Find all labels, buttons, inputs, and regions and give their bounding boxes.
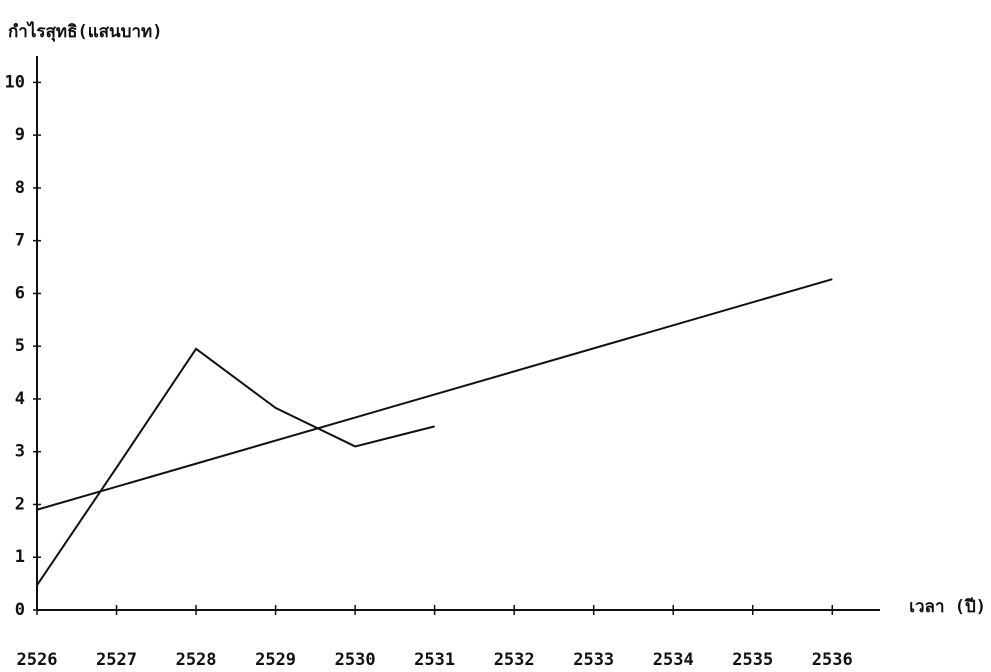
y-tick-label: 7 bbox=[15, 231, 25, 251]
x-tick-label: 2529 bbox=[255, 650, 296, 670]
x-tick-label: 2536 bbox=[812, 650, 853, 670]
x-axis-label: เวลา (ปี) bbox=[909, 596, 986, 617]
series-line bbox=[36, 347, 435, 586]
x-tick-label: 2533 bbox=[573, 650, 614, 670]
y-tick-label: 2 bbox=[15, 494, 25, 514]
y-tick-label: 10 bbox=[5, 72, 25, 92]
x-tick-label: 2528 bbox=[176, 650, 217, 670]
y-tick-label: 4 bbox=[15, 389, 25, 409]
x-tick-label: 2527 bbox=[96, 650, 137, 670]
x-tick-label: 2530 bbox=[335, 650, 376, 670]
x-tick-label: 2534 bbox=[653, 650, 694, 670]
series-line bbox=[36, 278, 833, 511]
y-tick-label: 8 bbox=[15, 178, 25, 198]
y-tick-label: 0 bbox=[15, 600, 25, 620]
x-tick-label: 2531 bbox=[414, 650, 455, 670]
y-tick-label: 6 bbox=[15, 283, 25, 303]
y-tick-label: 5 bbox=[15, 336, 25, 356]
x-tick-label: 2532 bbox=[494, 650, 535, 670]
x-tick-label: 2535 bbox=[732, 650, 773, 670]
y-tick-label: 9 bbox=[15, 125, 25, 145]
y-axis-label: กำไรสุทธิ(แสนบาท) bbox=[8, 21, 162, 42]
y-tick-label: 1 bbox=[15, 547, 25, 567]
x-tick-label: 2526 bbox=[17, 650, 58, 670]
y-tick-label: 3 bbox=[15, 442, 25, 462]
